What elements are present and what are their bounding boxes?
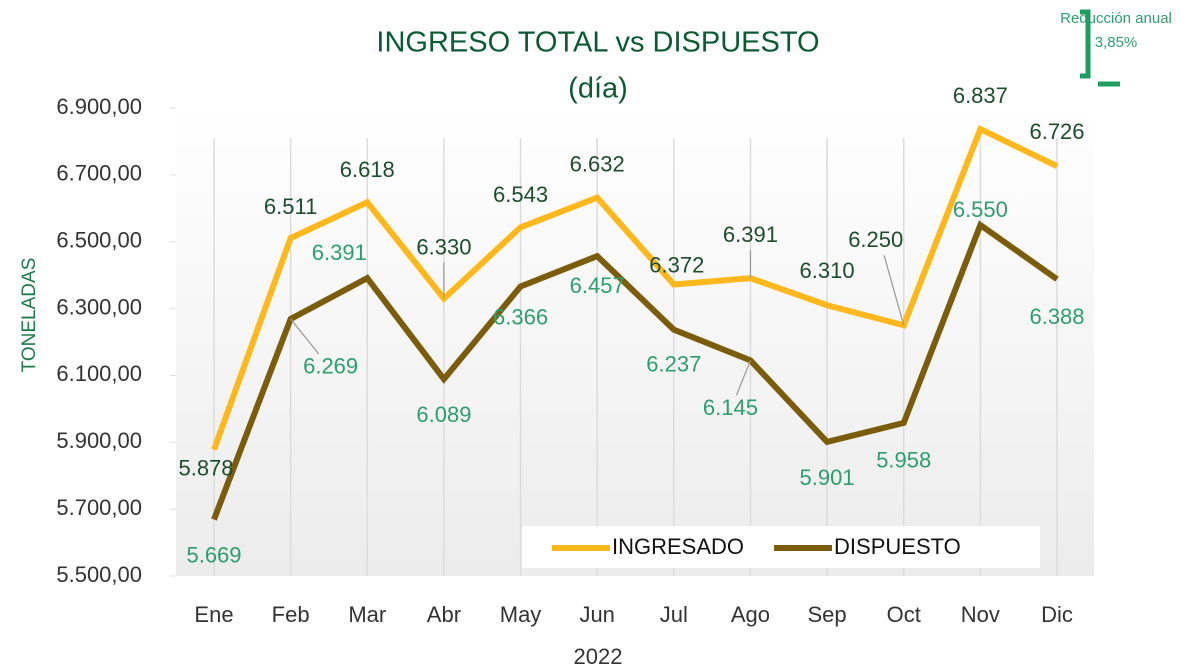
y-tick-label: 5.700,00 (56, 495, 142, 520)
data-label: 6.372 (649, 252, 704, 277)
data-label: 6.550 (953, 197, 1008, 222)
y-tick-label: 5.900,00 (56, 428, 142, 453)
x-tick-label: Oct (887, 602, 921, 627)
data-label: 5.901 (800, 465, 855, 490)
data-label: 6.457 (570, 273, 625, 298)
y-tick-label: 6.500,00 (56, 228, 142, 253)
annotation: 3,85% (1095, 34, 1138, 51)
data-label: 6.511 (264, 194, 317, 219)
data-label: 6.543 (493, 182, 548, 207)
y-tick-label: 6.100,00 (56, 361, 142, 386)
annotation: Reducción anual (1060, 10, 1172, 27)
x-tick-label: Ago (731, 602, 770, 627)
data-label: 5.669 (186, 542, 241, 567)
x-tick-label: Abr (427, 602, 461, 627)
y-tick-label: 5.500,00 (56, 562, 142, 587)
data-label: 6.618 (340, 157, 395, 182)
leader-line (290, 318, 320, 355)
data-label: 6.269 (303, 354, 358, 379)
annotation-bracket (1080, 9, 1120, 87)
leader-line (883, 255, 905, 326)
data-label: 6.366 (493, 304, 548, 329)
x-tick-label: Ene (194, 602, 233, 627)
x-axis-label: 2022 (574, 644, 623, 669)
data-label: 6.388 (1029, 304, 1084, 329)
data-label: 6.250 (848, 227, 903, 252)
line-series (211, 220, 1059, 521)
legend-label: DISPUESTO (834, 534, 961, 559)
x-tick-label: Mar (348, 602, 386, 627)
legend-label: INGRESADO (612, 534, 744, 559)
plot-area (176, 108, 1094, 576)
data-label: 6.632 (570, 151, 625, 176)
line-series (211, 124, 1059, 451)
x-tick-label: Feb (272, 602, 310, 627)
y-tick-label: 6.700,00 (56, 161, 142, 186)
chart-subtitle: (día) (568, 73, 628, 105)
data-label: 6.237 (646, 351, 701, 376)
data-label: 6.391 (312, 240, 367, 265)
data-label: 6.837 (953, 83, 1008, 108)
data-label: 6.726 (1029, 119, 1084, 144)
data-label: 6.391 (723, 222, 778, 247)
x-tick-label: Sep (808, 602, 847, 627)
chart-title: INGRESO TOTAL vs DISPUESTO (376, 27, 819, 59)
y-tick-label: 6.900,00 (56, 94, 142, 119)
x-tick-label: May (500, 602, 542, 627)
data-label: 5.958 (876, 448, 931, 473)
data-label: 6.310 (800, 258, 855, 283)
x-tick-label: Nov (961, 602, 1000, 627)
data-label: 5.878 (178, 455, 233, 480)
data-label: 6.145 (703, 395, 758, 420)
data-label: 6.089 (416, 402, 471, 427)
x-tick-label: Dic (1041, 602, 1073, 627)
leader-line (735, 360, 752, 396)
x-tick-label: Jul (660, 602, 688, 627)
y-tick-label: 6.300,00 (56, 294, 142, 319)
y-axis-label: TONELADAS (19, 258, 40, 373)
x-tick-label: Jun (579, 602, 614, 627)
data-label: 6.330 (416, 234, 471, 259)
